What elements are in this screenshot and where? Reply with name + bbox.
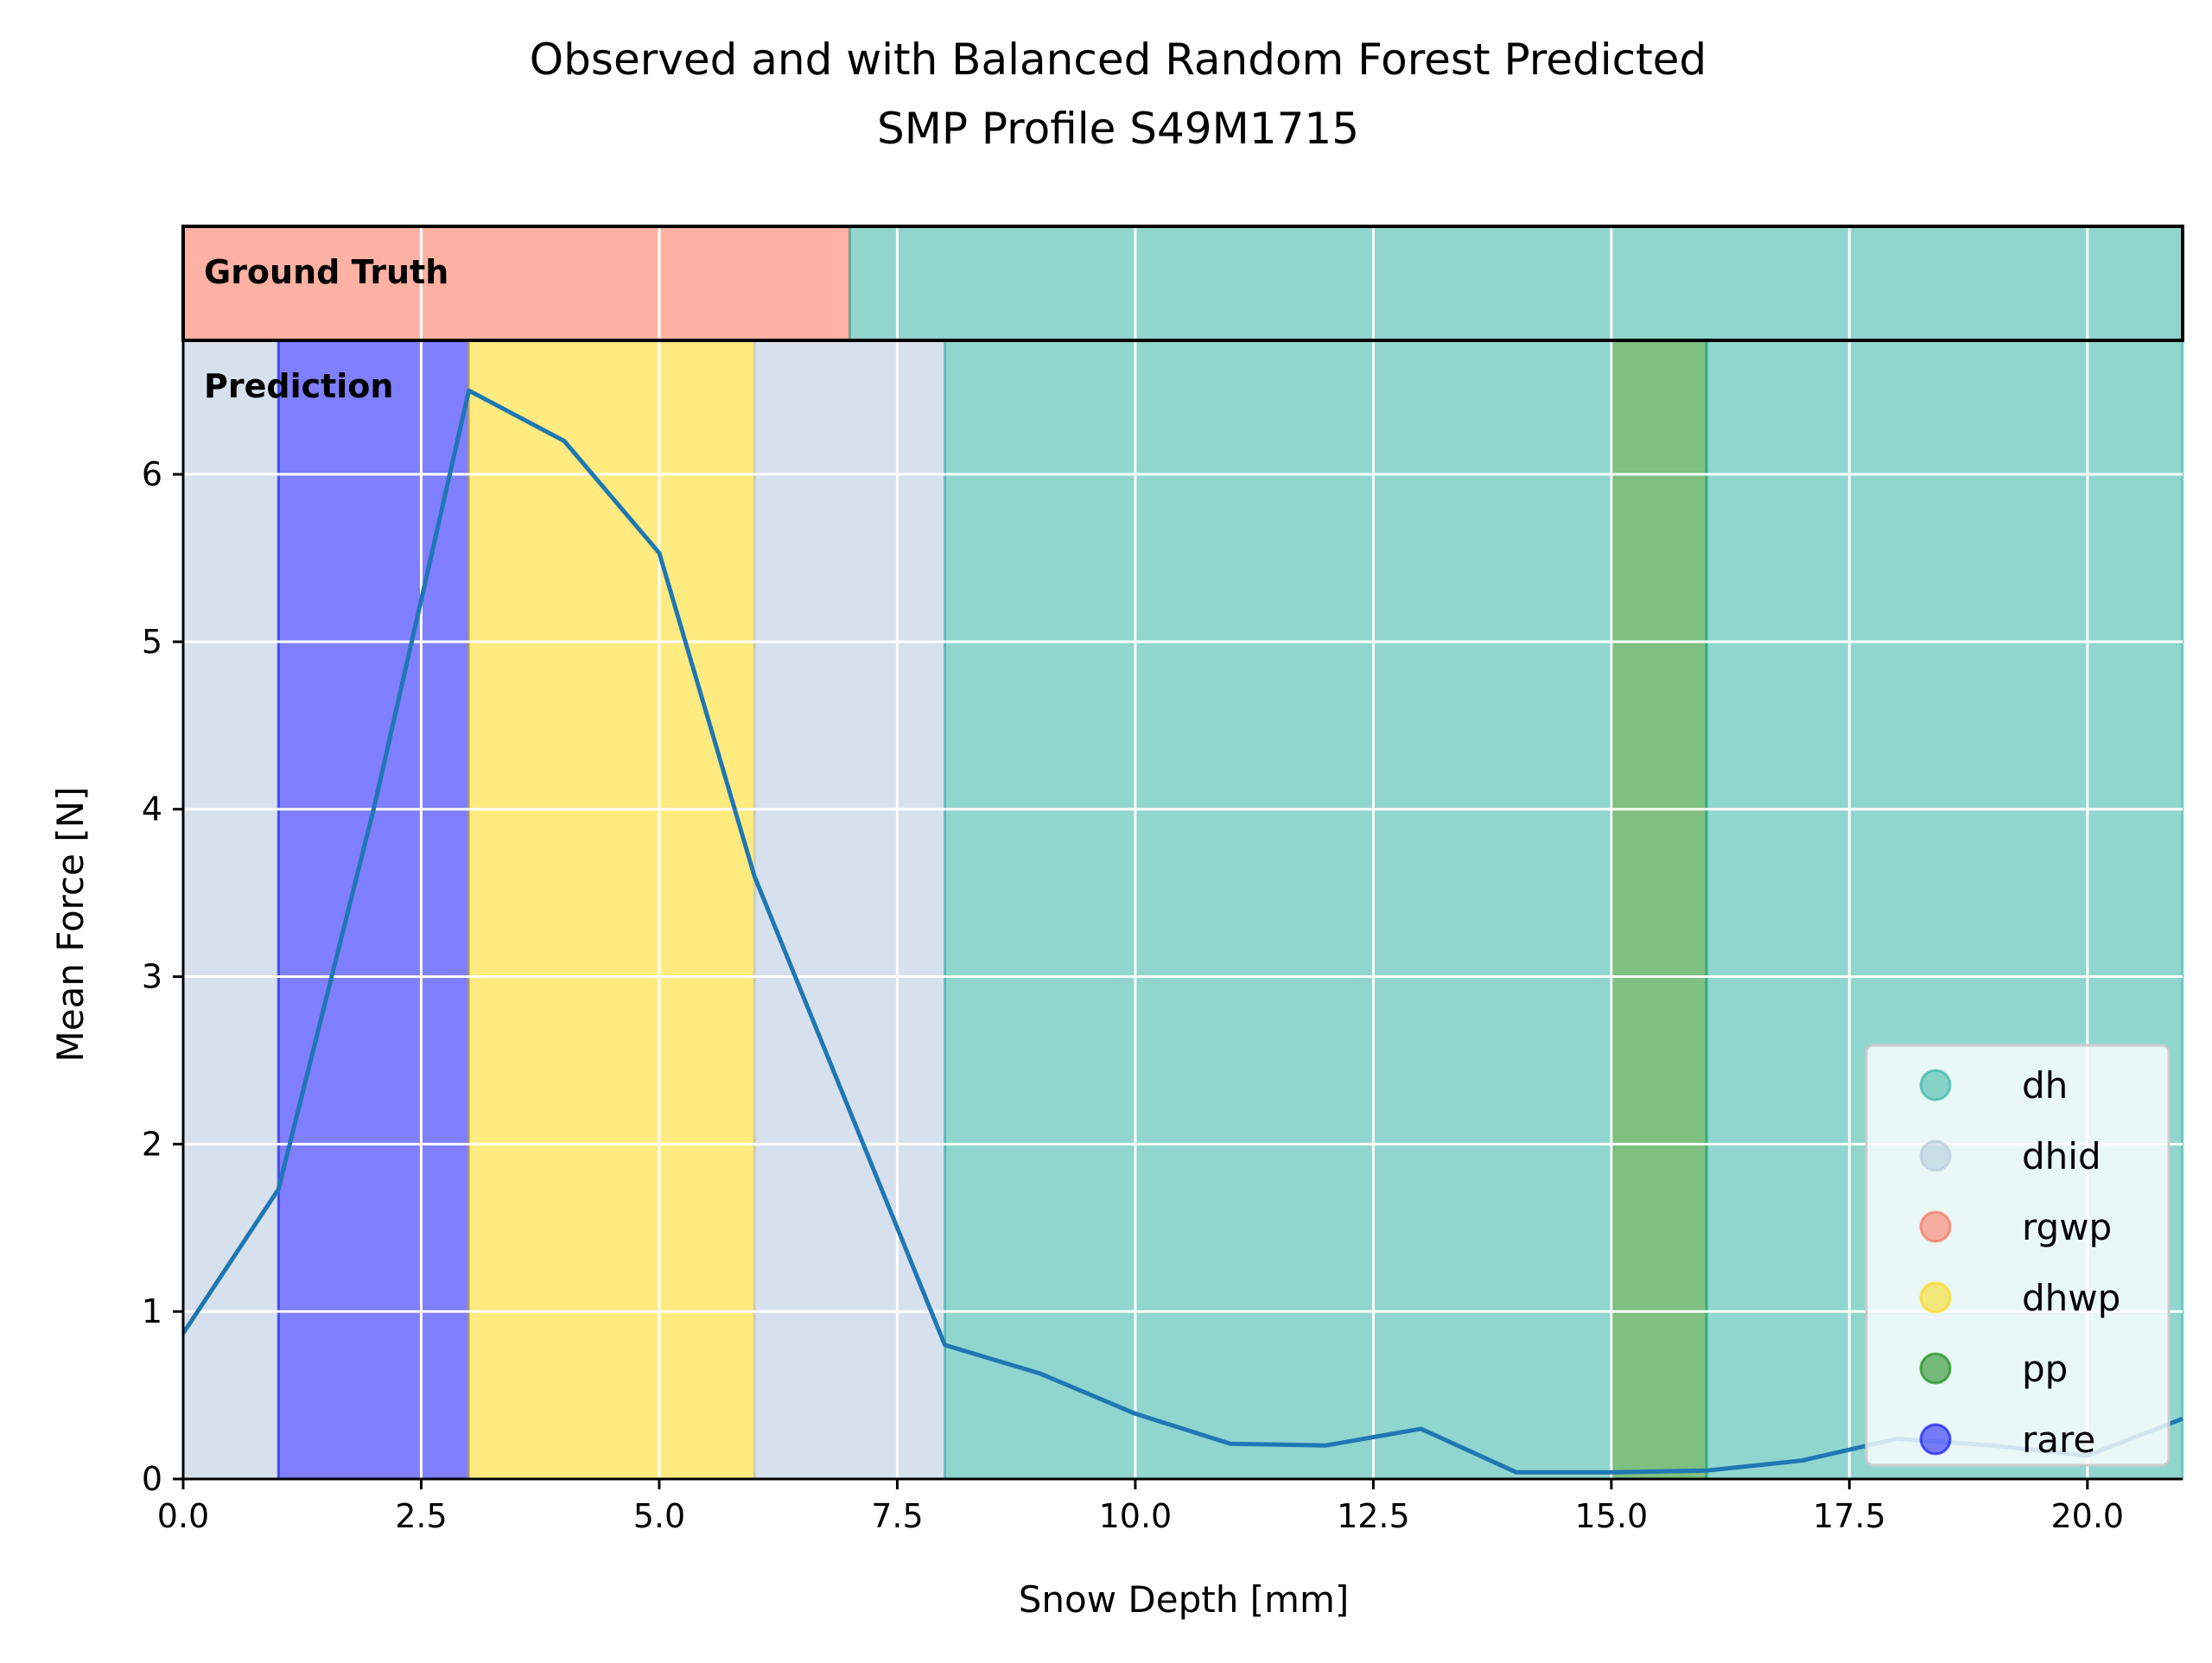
legend-marker-dhid	[1921, 1141, 1950, 1171]
y-tick-label-6: 6	[142, 455, 162, 493]
legend-label-pp: pp	[2022, 1348, 2068, 1390]
y-tick-label-2: 2	[142, 1125, 162, 1163]
x-tick-label-6: 15.0	[1575, 1497, 1649, 1535]
legend: dh dhid rgwp dhwp pp rare	[1866, 1045, 2169, 1465]
x-axis-label: Snow Depth [mm]	[1019, 1578, 1350, 1621]
x-tick-label-0: 0.0	[157, 1497, 209, 1535]
legend-label-rgwp: rgwp	[2022, 1206, 2112, 1248]
prediction-band-dhid-3	[754, 340, 944, 1479]
legend-label-dh: dh	[2022, 1064, 2068, 1107]
x-tick-label-1: 2.5	[395, 1497, 447, 1535]
x-tick-label-3: 7.5	[871, 1497, 923, 1535]
y-tick-label-4: 4	[142, 790, 162, 828]
y-tick-label-0: 0	[142, 1460, 162, 1498]
y-tick-label-1: 1	[142, 1292, 162, 1330]
legend-marker-dhwp	[1921, 1283, 1950, 1312]
ground-truth-bands	[183, 226, 2183, 340]
chart-title-line-1: Observed and with Balanced Random Forest…	[530, 35, 1707, 85]
legend-label-dhid: dhid	[2022, 1135, 2101, 1177]
x-tick-label-4: 10.0	[1099, 1497, 1173, 1535]
x-tick-label-5: 12.5	[1337, 1497, 1410, 1535]
prediction-label: Prediction	[204, 367, 393, 405]
prediction-band-pp-5	[1611, 340, 1707, 1479]
legend-marker-rgwp	[1921, 1212, 1950, 1241]
x-tick-label-8: 20.0	[2051, 1497, 2125, 1535]
y-tick-label-5: 5	[142, 623, 162, 661]
y-axis-label: Mean Force [N]	[49, 787, 92, 1063]
y-tick-label-3: 3	[142, 958, 162, 996]
legend-label-rare: rare	[2022, 1419, 2095, 1461]
legend-marker-pp	[1921, 1354, 1950, 1383]
prediction-band-dh-4	[945, 340, 1611, 1479]
legend-label-dhwp: dhwp	[2022, 1277, 2120, 1319]
prediction-band-dhwp-2	[469, 340, 755, 1479]
x-tick-label-7: 17.5	[1813, 1497, 1886, 1535]
chart-title-line-2: SMP Profile S49M1715	[877, 104, 1359, 154]
ground-truth-label: Ground Truth	[204, 253, 448, 291]
ground-truth-band-dh-1	[849, 226, 2183, 340]
legend-box	[1866, 1045, 2169, 1465]
x-tick-label-2: 5.0	[633, 1497, 685, 1535]
legend-marker-dh	[1921, 1070, 1950, 1100]
legend-marker-rare	[1921, 1425, 1950, 1454]
